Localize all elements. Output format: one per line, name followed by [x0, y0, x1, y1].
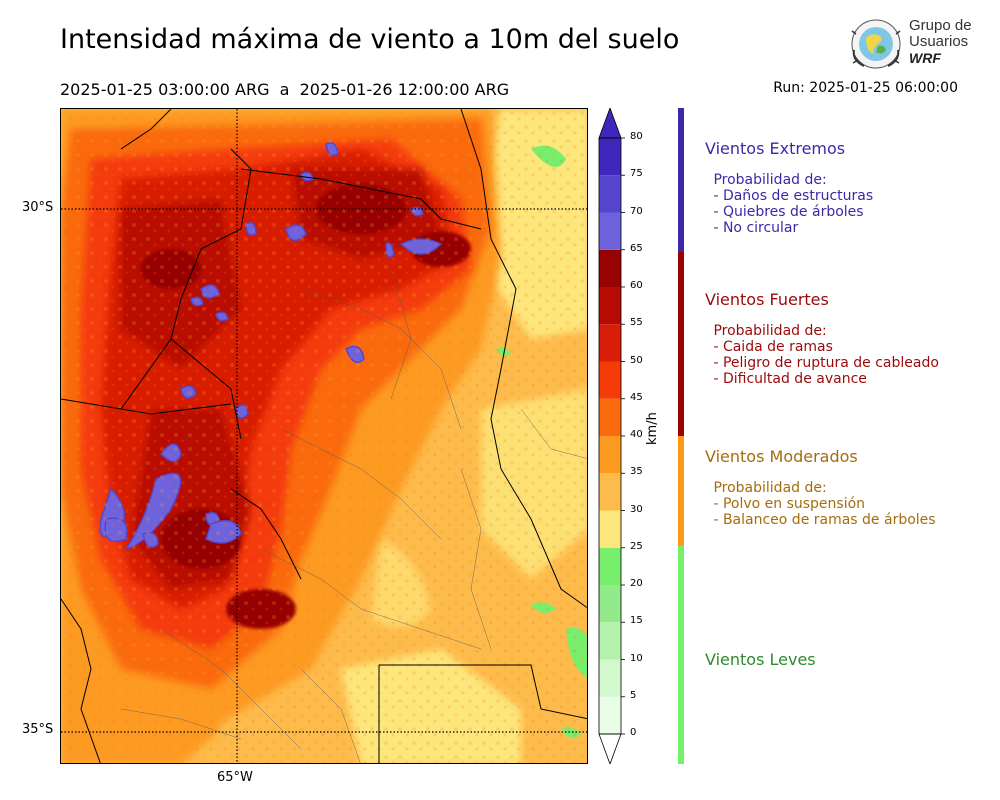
colorbar-segment: [599, 361, 621, 399]
band-moderados: [678, 436, 684, 546]
category-fuertes-title: Vientos Fuertes: [705, 290, 829, 309]
category-moderados-desc: Probabilidad de: - Polvo en suspensión -…: [713, 480, 936, 528]
colorbar-tick-label: 20: [630, 578, 643, 589]
wind-map: [60, 108, 588, 764]
logo-text-line2: Usuarios: [909, 33, 969, 50]
colorbar-segment: [599, 696, 621, 734]
colorbar-tick-label: 55: [630, 317, 643, 329]
colorbar-tick-label: 60: [630, 280, 643, 291]
colorbar-tick-label: 35: [630, 466, 643, 478]
colorbar-segment: [599, 659, 621, 697]
colorbar-segment: [599, 398, 621, 436]
colorbar-tick-label: 15: [630, 615, 643, 627]
colorbar-tick-label: 65: [630, 242, 643, 254]
colorbar-tick-label: 40: [630, 429, 643, 440]
colorbar-extend-min: [598, 733, 622, 764]
logo-text-line1: Grupo de: [909, 17, 972, 34]
lon-label-65w: 65°W: [217, 770, 253, 785]
colorbar-segment: [599, 249, 621, 287]
colorbar-segment: [599, 473, 621, 511]
colorbar: [598, 108, 625, 764]
colorbar-segment: [599, 175, 621, 213]
colorbar-segment: [599, 436, 621, 474]
colorbar-tick-label: 45: [630, 391, 643, 403]
lat-label-35s: 35°S: [22, 722, 54, 737]
category-extremos-title: Vientos Extremos: [705, 139, 846, 158]
colorbar-tick-label: 30: [630, 503, 643, 515]
map-title: Intensidad máxima de viento a 10m del su…: [60, 24, 680, 55]
colorbar-segment: [599, 510, 621, 548]
band-extremos: [678, 108, 684, 252]
category-leves-title: Vientos Leves: [705, 650, 816, 669]
colorbar-tick-label: 25: [630, 540, 643, 552]
category-moderados-title: Vientos Moderados: [705, 447, 858, 466]
colorbar-tick-label: 50: [630, 354, 643, 366]
colorbar-unit-label: km/h: [645, 412, 660, 445]
colorbar-segment: [599, 138, 621, 176]
run-time: Run: 2025-01-25 06:00:00: [773, 80, 958, 96]
colorbar-tick-label: 10: [630, 652, 643, 664]
colorbar-segment: [599, 287, 621, 325]
colorbar-tick-label: 80: [630, 131, 643, 142]
colorbar-extend-max: [598, 108, 622, 139]
logo-text-line3: WRF: [909, 50, 941, 66]
lat-label-30s: 30°S: [22, 200, 54, 215]
colorbar-segment: [599, 622, 621, 660]
band-fuertes: [678, 252, 684, 436]
colorbar-tick-label: 0: [630, 727, 637, 738]
globe-emblem-icon: [851, 19, 901, 69]
wind-field-svg: [61, 109, 587, 763]
category-extremos-desc: Probabilidad de: - Daños de estructuras …: [713, 172, 874, 236]
colorbar-segment: [599, 585, 621, 623]
colorbar-tick-label: 75: [630, 168, 643, 180]
band-leves: [678, 546, 684, 764]
colorbar-segment: [599, 547, 621, 585]
valid-period: 2025-01-25 03:00:00 ARG a 2025-01-26 12:…: [60, 80, 510, 99]
colorbar-segment: [599, 324, 621, 362]
colorbar-segment: [599, 212, 621, 250]
category-fuertes-desc: Probabilidad de: - Caida de ramas - Peli…: [713, 323, 939, 387]
colorbar-tick-label: 70: [630, 205, 643, 217]
colorbar-tick-label: 5: [630, 689, 637, 701]
